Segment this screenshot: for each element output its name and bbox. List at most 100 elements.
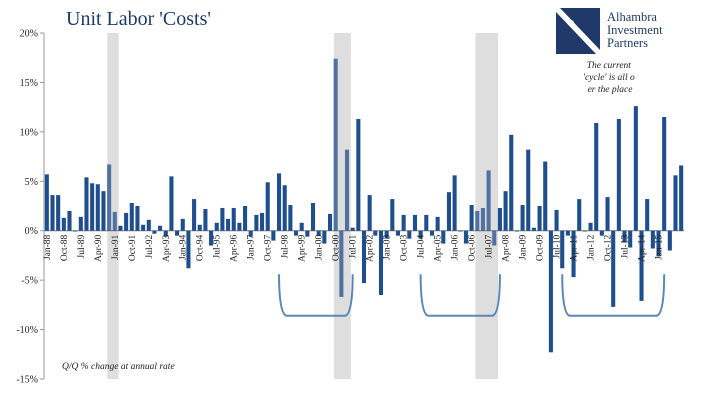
x-tick-label: Apr-96	[230, 234, 240, 261]
cycle-bracket-2	[561, 274, 666, 317]
bar	[124, 212, 129, 231]
y-tick-label: 5%	[25, 177, 38, 188]
bar	[441, 230, 446, 244]
bar	[73, 230, 78, 232]
x-tick-label: Apr-02	[366, 234, 376, 261]
bar	[554, 209, 559, 231]
x-tick-label: Jan-12	[587, 234, 597, 260]
bar	[78, 216, 83, 231]
bar	[424, 214, 429, 231]
bar	[384, 230, 389, 239]
y-tick-label: -10%	[16, 325, 38, 336]
bar	[520, 205, 525, 231]
bar	[192, 199, 197, 231]
bar	[180, 218, 185, 231]
x-tick-label: Jan-00	[315, 234, 325, 260]
x-tick-label: Jan-06	[451, 234, 461, 260]
x-tick-label: Apr-08	[502, 234, 512, 261]
x-tick-label: Jan-09	[519, 234, 529, 260]
chart-subtitle: Q/Q % change at annual rate	[62, 362, 175, 372]
bar	[378, 230, 384, 295]
bar	[531, 227, 536, 231]
x-tick-label: Apr-99	[298, 234, 308, 261]
x-tick-label: Jan-88	[43, 234, 53, 260]
x-tick-label: Oct-97	[264, 234, 274, 261]
x-tick-label: Jul-07	[485, 234, 495, 258]
brand-name-line-2: Investment	[607, 23, 663, 37]
bar	[356, 119, 361, 231]
x-tick-label: Oct-09	[536, 234, 546, 261]
bar	[492, 230, 497, 246]
bar	[475, 210, 480, 231]
bar	[565, 230, 570, 236]
bar	[605, 197, 610, 231]
bar	[395, 230, 401, 236]
cycle-brackets	[278, 274, 666, 317]
x-tick-label: Jan-91	[111, 234, 121, 260]
bar	[628, 230, 633, 248]
chart-title: Unit Labor 'Costs'	[66, 8, 211, 30]
bar	[560, 230, 565, 269]
x-tick-label: Oct-94	[196, 234, 206, 261]
bar	[418, 230, 423, 239]
bar	[305, 230, 310, 237]
annotation-line-1: The current	[587, 61, 632, 71]
bar	[594, 122, 599, 231]
bar	[390, 199, 395, 231]
x-tick-label: Jul-04	[417, 234, 427, 258]
bar	[616, 119, 621, 231]
cycle-bracket-1	[419, 274, 501, 317]
y-tick-label: 20%	[20, 29, 38, 40]
x-tick-label: Jul-95	[213, 234, 223, 258]
brand-name-line-1: Alhambra	[607, 10, 657, 24]
y-tick-label: -5%	[21, 276, 38, 287]
recession-bands	[107, 33, 499, 379]
cycle-annotation: The current 'cycle' is all o er the plac…	[583, 61, 637, 95]
cycle-bracket-0	[278, 274, 354, 317]
bar	[429, 230, 435, 236]
bar	[633, 106, 638, 231]
bar	[412, 214, 418, 231]
bar	[299, 222, 304, 231]
bar	[407, 230, 412, 239]
x-tick-label: Jan-15	[655, 234, 665, 260]
bar	[129, 203, 134, 231]
x-tick-label: Oct-06	[468, 234, 478, 261]
bar	[367, 195, 372, 231]
bar	[503, 191, 508, 231]
bar	[463, 230, 468, 244]
bar	[163, 230, 168, 237]
bar-series	[44, 58, 684, 353]
bar	[237, 222, 242, 231]
bar	[514, 230, 519, 232]
bar	[679, 165, 684, 231]
bar	[435, 216, 440, 231]
y-tick-label: 0%	[25, 226, 38, 237]
bar	[226, 218, 231, 231]
bar	[571, 230, 576, 278]
bar	[44, 174, 49, 231]
bar	[509, 134, 514, 231]
y-axis: 20% 15% 10% 5% 0% -5% -10% -15%	[16, 29, 45, 386]
bar	[56, 195, 61, 231]
bar	[656, 230, 661, 257]
bar	[186, 230, 191, 269]
bar	[344, 149, 350, 231]
recession-band-1	[333, 33, 351, 379]
bar	[486, 170, 491, 231]
bar	[639, 230, 644, 301]
bar	[243, 206, 248, 231]
bar	[95, 184, 100, 231]
bar	[254, 214, 259, 231]
bar	[543, 161, 548, 231]
bar	[350, 227, 355, 231]
x-tick-label: Apr-05	[434, 234, 444, 261]
x-tick-label: Jul-13	[621, 234, 631, 258]
y-tick-label: -15%	[16, 375, 38, 386]
bar	[152, 230, 157, 234]
bar	[50, 195, 55, 231]
bar	[158, 225, 163, 231]
brand-name-line-3: Partners	[607, 36, 648, 50]
bar	[282, 185, 287, 231]
brand-logo-icon	[554, 6, 603, 57]
